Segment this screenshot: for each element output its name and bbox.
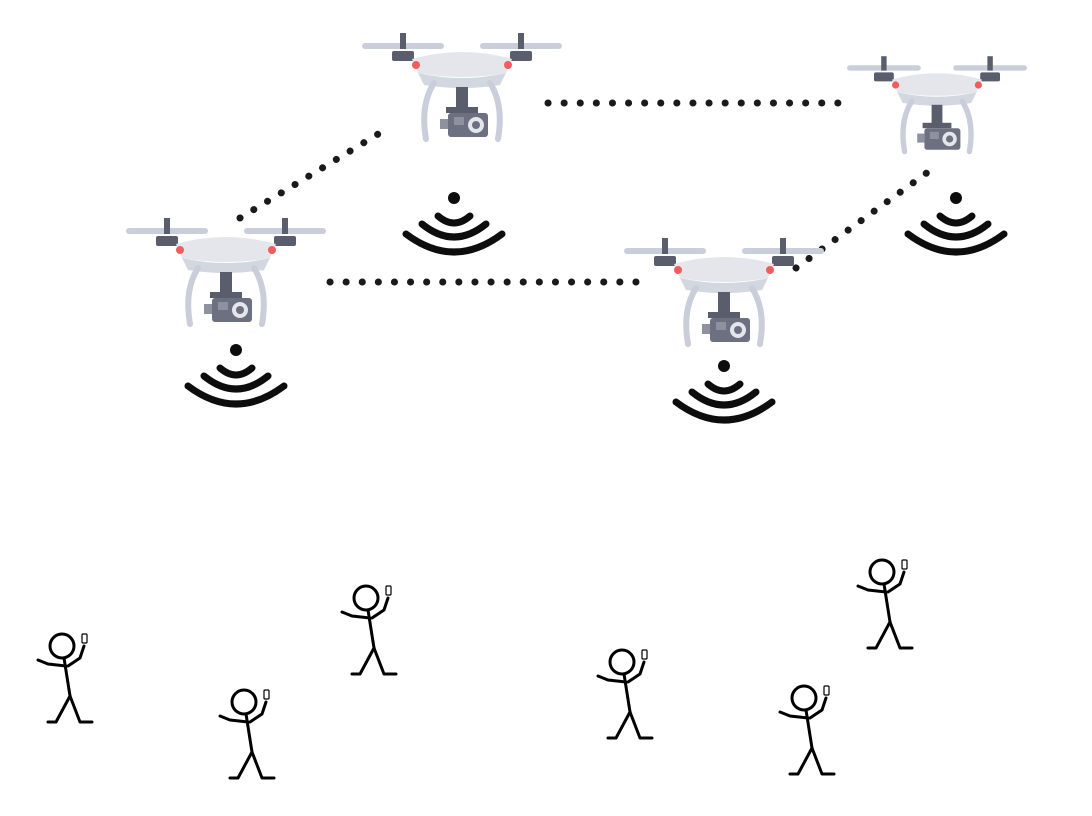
stick-figure-user-icon xyxy=(36,632,94,724)
drones xyxy=(126,33,1027,344)
ground-users xyxy=(36,558,914,780)
drone-icon xyxy=(624,238,824,344)
stick-figure-user-icon xyxy=(856,558,914,650)
wifi-signal-icon xyxy=(676,360,772,420)
stick-figure-user-icon xyxy=(218,688,276,780)
wifi-signal-icon xyxy=(908,192,1004,252)
link-line xyxy=(792,168,932,272)
link-line xyxy=(236,124,392,222)
wifi-signal-icon xyxy=(406,192,502,252)
drone-icon xyxy=(126,218,326,324)
stick-figure-user-icon xyxy=(596,648,654,740)
signals xyxy=(188,192,1004,420)
drone-icon xyxy=(362,33,562,139)
stick-figure-user-icon xyxy=(778,684,836,776)
drone-icon xyxy=(847,56,1027,151)
wifi-signal-icon xyxy=(188,344,284,404)
links xyxy=(236,99,932,286)
stick-figure-user-icon xyxy=(340,584,398,676)
